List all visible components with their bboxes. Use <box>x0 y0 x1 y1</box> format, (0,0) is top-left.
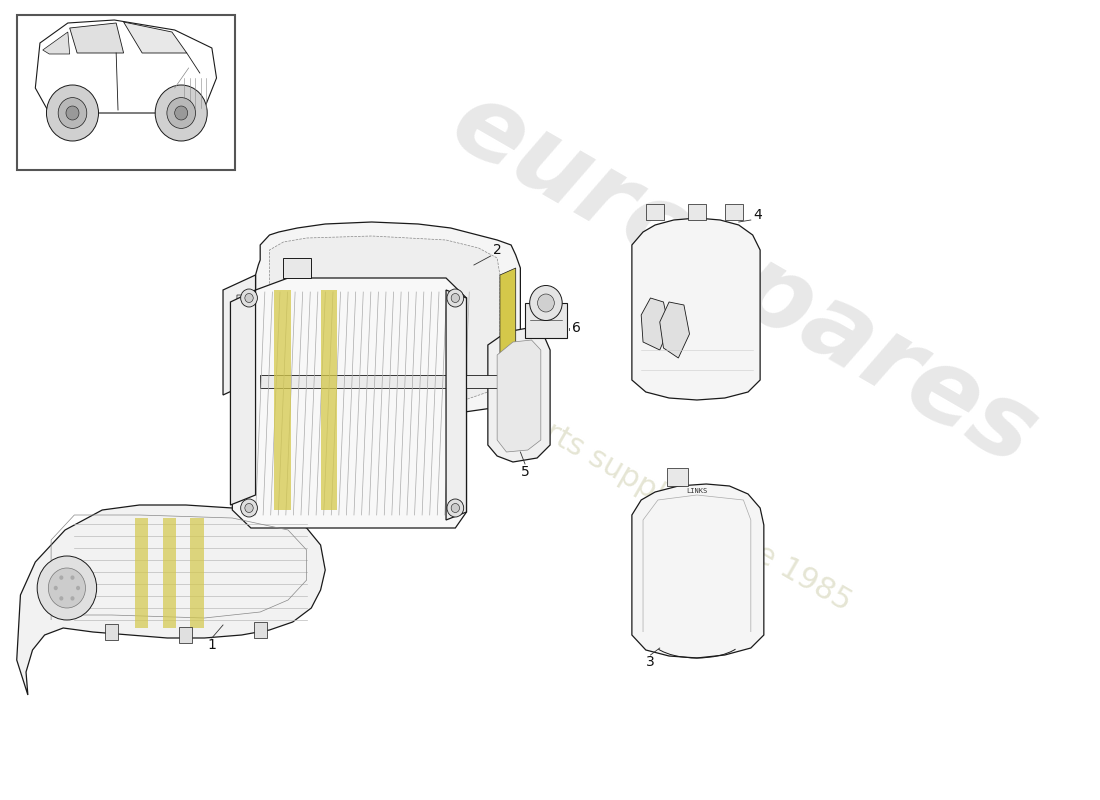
Text: 6: 6 <box>572 321 581 335</box>
Polygon shape <box>631 484 763 658</box>
Polygon shape <box>660 302 690 358</box>
Bar <box>254 622 266 638</box>
Circle shape <box>59 575 64 580</box>
Circle shape <box>538 294 554 312</box>
Circle shape <box>70 596 75 601</box>
Polygon shape <box>231 290 255 505</box>
Circle shape <box>70 575 75 580</box>
Circle shape <box>241 289 257 307</box>
Circle shape <box>76 586 80 590</box>
Polygon shape <box>236 295 255 312</box>
Polygon shape <box>16 505 326 695</box>
Polygon shape <box>232 278 466 528</box>
Polygon shape <box>641 298 669 350</box>
Polygon shape <box>270 236 499 403</box>
Circle shape <box>48 568 86 608</box>
Polygon shape <box>43 32 69 54</box>
Polygon shape <box>190 518 204 628</box>
Circle shape <box>66 106 79 120</box>
Polygon shape <box>134 518 147 628</box>
Polygon shape <box>488 328 550 462</box>
Text: 1: 1 <box>208 638 217 652</box>
Bar <box>646 204 664 220</box>
Bar <box>16 15 235 170</box>
Circle shape <box>167 98 196 128</box>
Polygon shape <box>223 275 255 395</box>
Text: 3: 3 <box>646 655 654 669</box>
Polygon shape <box>499 268 516 388</box>
Bar <box>525 303 566 338</box>
Polygon shape <box>631 218 760 400</box>
Polygon shape <box>69 23 123 53</box>
Circle shape <box>447 289 464 307</box>
Polygon shape <box>123 22 187 53</box>
Text: LINKS: LINKS <box>686 488 707 494</box>
Polygon shape <box>35 20 217 113</box>
Text: 4: 4 <box>754 208 761 222</box>
Text: 2: 2 <box>493 243 502 257</box>
Bar <box>104 624 118 640</box>
Circle shape <box>245 294 253 302</box>
Polygon shape <box>284 258 311 278</box>
Circle shape <box>451 503 460 513</box>
Bar <box>668 468 688 486</box>
Polygon shape <box>255 222 520 415</box>
Text: a parts supplier since 1985: a parts supplier since 1985 <box>482 383 856 617</box>
Circle shape <box>451 294 460 302</box>
Circle shape <box>46 85 99 141</box>
Circle shape <box>175 106 188 120</box>
Bar <box>725 204 744 220</box>
Circle shape <box>58 98 87 128</box>
Circle shape <box>155 85 207 141</box>
Circle shape <box>241 499 257 517</box>
Polygon shape <box>497 340 541 452</box>
Polygon shape <box>261 375 516 388</box>
Polygon shape <box>320 290 338 510</box>
Text: eurospares: eurospares <box>433 72 1054 488</box>
Circle shape <box>530 286 562 321</box>
Circle shape <box>245 503 253 513</box>
Polygon shape <box>274 290 290 510</box>
Circle shape <box>59 596 64 601</box>
Polygon shape <box>446 290 466 520</box>
Circle shape <box>37 556 97 620</box>
Bar <box>179 627 192 643</box>
Circle shape <box>54 586 58 590</box>
Circle shape <box>447 499 464 517</box>
Bar <box>688 204 706 220</box>
Polygon shape <box>163 518 176 628</box>
Text: 5: 5 <box>520 465 529 479</box>
